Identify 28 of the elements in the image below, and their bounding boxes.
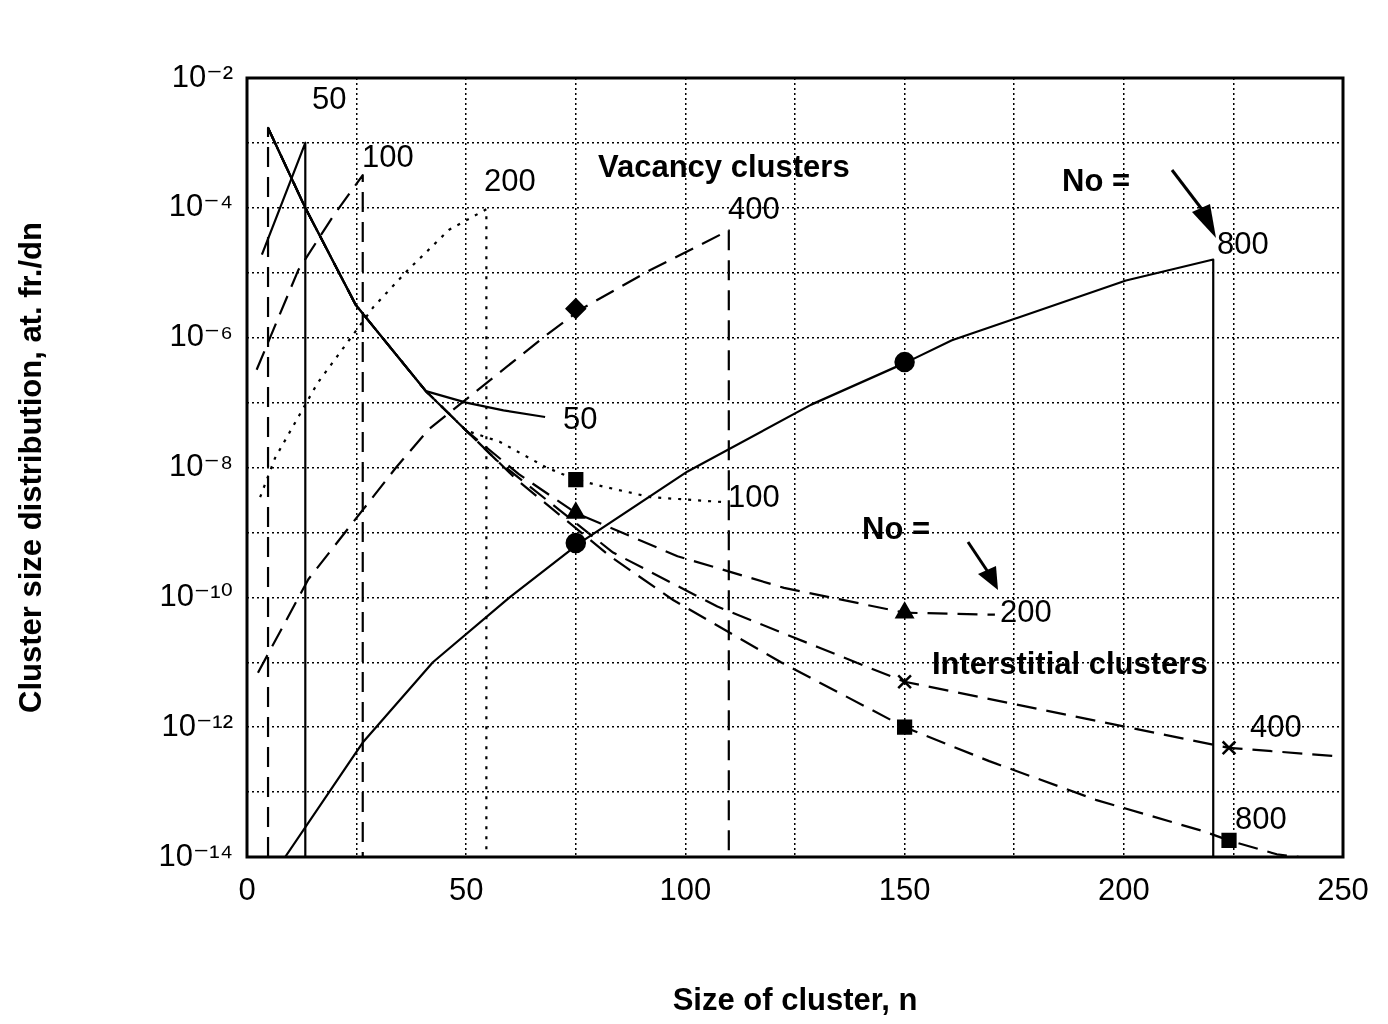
y-tick-label: 10⁻¹² xyxy=(161,707,233,743)
annotation: Interstitial clusters xyxy=(932,645,1208,681)
x-tick-label: 0 xyxy=(238,872,256,908)
y-tick-label: 10⁻¹⁴ xyxy=(158,837,233,873)
y-tick-label: 10⁻⁶ xyxy=(169,318,233,354)
annotation: Vacancy clusters xyxy=(598,148,850,184)
annotation: 50 xyxy=(312,80,347,116)
annotation: 100 xyxy=(728,478,780,514)
x-axis-title: Size of cluster, n xyxy=(672,981,918,1017)
annotation: 400 xyxy=(1250,708,1302,744)
y-tick-label: 10⁻⁸ xyxy=(169,448,233,484)
x-tick-label: 150 xyxy=(878,872,931,908)
annotation: 200 xyxy=(484,162,536,198)
annotation: 400 xyxy=(728,190,780,226)
y-tick-label: 10⁻¹⁰ xyxy=(159,577,233,613)
annotation: 800 xyxy=(1217,225,1269,261)
x-tick-label: 100 xyxy=(659,872,712,908)
y-tick-label: 10⁻⁴ xyxy=(168,188,233,224)
annotation: 200 xyxy=(1000,593,1052,629)
x-tick-label: 200 xyxy=(1097,872,1150,908)
y-axis-title: Cluster size distribution, at. fr./dn xyxy=(13,222,49,713)
annotation: 800 xyxy=(1235,800,1287,836)
y-tick-label: 10⁻² xyxy=(171,58,233,94)
x-tick-label: 50 xyxy=(448,872,484,908)
annotation: 100 xyxy=(362,138,414,174)
x-tick-label: 250 xyxy=(1317,872,1369,908)
annotation: No = xyxy=(1062,162,1131,198)
annotation: 50 xyxy=(563,400,598,436)
